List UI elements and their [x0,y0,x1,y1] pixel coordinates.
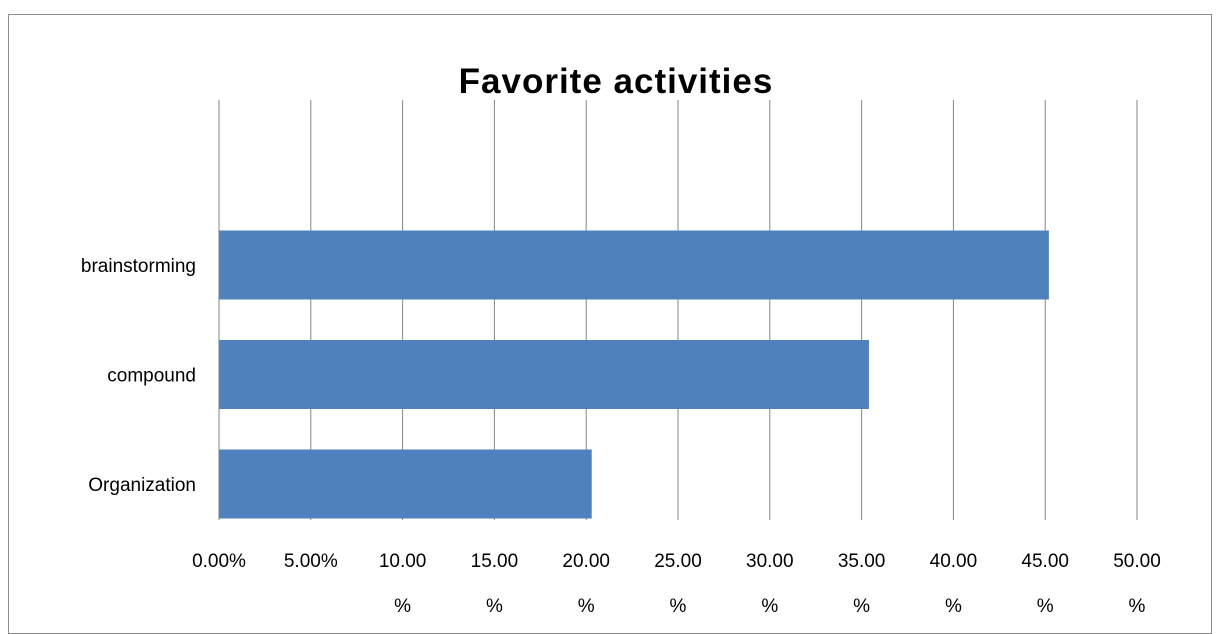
x-tick-label: 20.00% [562,551,610,616]
x-tick-labels: 0.00% 5.00% 10.00 % 15.00 % 20.00 % 25.00 % 30.00%… [192,551,1161,616]
x-tick-label: 45.00% [1021,551,1069,616]
bar-compound [219,340,869,409]
bar-chart: Favorite activities brainstorming compoun… [81,62,1161,616]
bar-brainstorming [219,230,1049,300]
x-tick-label: 0.00% [192,551,246,572]
x-tick-label: 25.00% [654,551,702,616]
chart-frame [8,14,1212,634]
bars [219,230,1049,519]
x-tick-label: 15.00% [471,551,519,616]
category-label: compound [107,366,196,387]
x-tick-label: 30.00% [746,551,794,616]
x-tick-label: 50.00% [1113,551,1161,616]
category-label: Organization [88,475,196,496]
category-label: brainstorming [81,256,196,277]
chart-title: Favorite activities [459,62,774,101]
x-tick-label: 35.00% [838,551,886,616]
x-tick-label: 10.00% [379,551,427,616]
bar-organization [219,449,592,519]
category-labels: brainstorming compound Organization [81,256,196,496]
x-tick-label: 40.00% [930,551,978,616]
x-tick-label: 5.00% [284,551,338,572]
